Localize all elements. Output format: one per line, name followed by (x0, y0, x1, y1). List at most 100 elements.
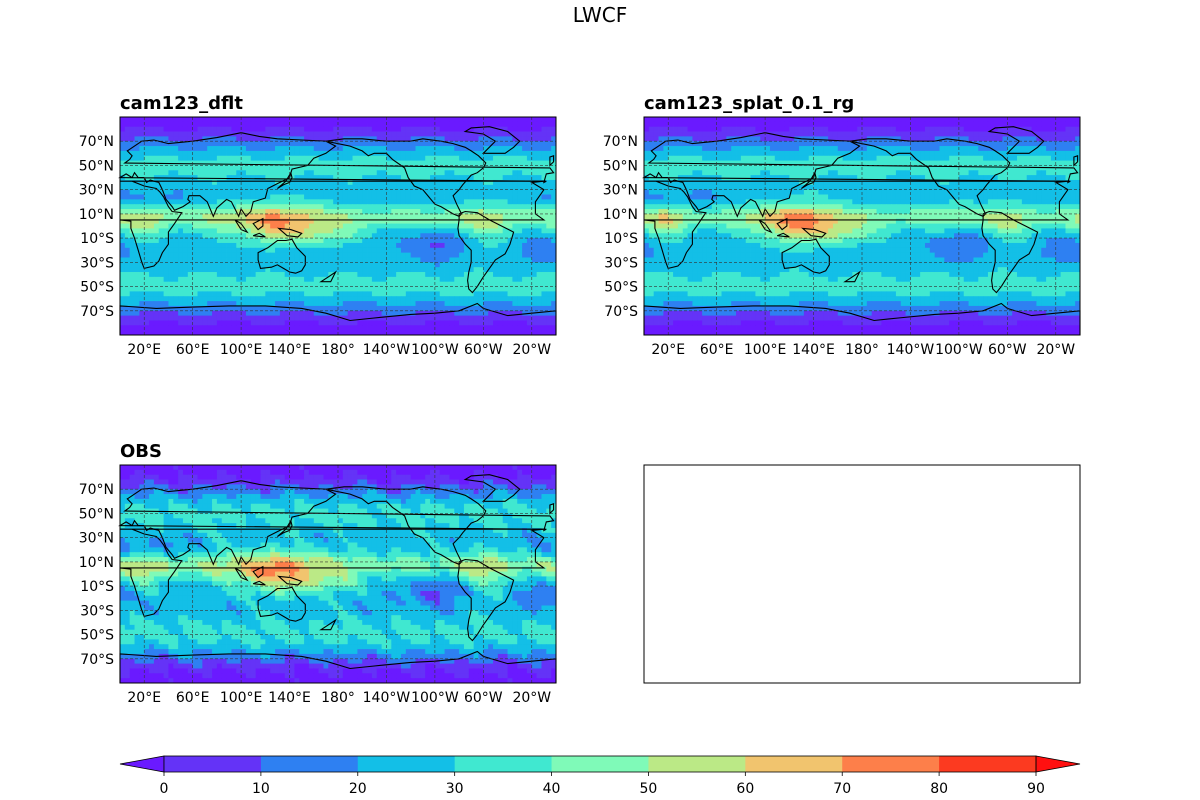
contour-cell (342, 247, 349, 254)
contour-cell (415, 165, 421, 171)
contour-cell (449, 155, 455, 161)
contour-cell (502, 281, 508, 287)
contour-cell (367, 257, 373, 263)
contour-cell (740, 131, 747, 137)
contour-cell (536, 296, 542, 302)
contour-cell (459, 315, 465, 321)
contour-cell (255, 310, 261, 317)
contour-cell (1050, 155, 1057, 161)
contour-cell (173, 141, 179, 147)
contour-cell (920, 131, 926, 137)
contour-cell (449, 233, 455, 239)
contour-cell (333, 194, 339, 200)
contour-cell (531, 184, 538, 191)
contour-cell (551, 199, 557, 205)
contour-cell (207, 242, 213, 249)
contour-cell (400, 276, 407, 283)
contour-cell (139, 170, 145, 176)
contour-cell (260, 175, 266, 181)
contour-cell (536, 242, 542, 249)
contour-cell (299, 272, 305, 278)
contour-cell (173, 199, 179, 205)
contour-cell (541, 223, 547, 229)
contour-cell (202, 141, 208, 147)
contour-cell (212, 247, 218, 254)
contour-cell (997, 160, 1003, 166)
contour-cell (405, 267, 412, 273)
contour-cell (120, 301, 126, 307)
contour-cell (648, 126, 655, 132)
contour-cell (536, 160, 542, 166)
contour-cell (891, 117, 897, 123)
contour-cell (192, 194, 198, 200)
contour-cell (517, 213, 523, 220)
contour-cell (323, 272, 329, 278)
contour-cell (333, 213, 339, 220)
contour-cell (313, 310, 320, 317)
contour-cell (905, 131, 911, 137)
contour-cell (207, 228, 213, 234)
contour-cell (371, 296, 378, 302)
contour-cell (410, 272, 416, 278)
contour-cell (434, 257, 441, 263)
contour-cell (430, 141, 436, 147)
contour-cell (255, 189, 261, 195)
contour-cell (192, 286, 198, 292)
contour-cell (702, 155, 708, 161)
contour-cell (245, 267, 252, 273)
contour-cell (342, 117, 349, 123)
contour-cell (173, 330, 179, 336)
contour-cell (260, 257, 266, 263)
contour-cell (333, 146, 339, 152)
contour-cell (381, 146, 387, 152)
contour-cell (871, 160, 877, 166)
contour-cell (178, 204, 184, 210)
contour-cell (454, 272, 460, 278)
contour-cell (430, 272, 436, 278)
contour-cell (216, 320, 223, 326)
contour-cell (531, 262, 538, 268)
contour-cell (881, 131, 887, 137)
contour-cell (522, 121, 528, 128)
contour-cell (197, 325, 203, 331)
contour-cell (231, 223, 237, 229)
contour-cell (541, 296, 547, 302)
contour-cell (270, 291, 276, 297)
contour-cell (182, 150, 189, 157)
contour-cell (313, 223, 320, 229)
contour-cell (531, 213, 538, 220)
contour-cell (832, 136, 839, 142)
contour-cell (386, 218, 392, 224)
contour-cell (512, 267, 518, 273)
contour-cell (493, 238, 499, 244)
contour-cell (333, 150, 339, 157)
contour-cell (197, 131, 203, 137)
contour-cell (255, 325, 261, 331)
contour-cell (396, 281, 402, 287)
contour-cell (400, 189, 407, 195)
contour-cell (736, 131, 742, 137)
contour-cell (139, 223, 145, 229)
contour-cell (473, 117, 479, 123)
contour-cell (497, 291, 504, 297)
contour-cell (400, 305, 407, 312)
contour-cell (313, 199, 320, 205)
contour-cell (546, 189, 552, 195)
contour-cell (308, 272, 315, 278)
contour-cell (987, 126, 994, 132)
contour-cell (439, 141, 445, 147)
contour-cell (197, 315, 203, 321)
contour-cell (478, 209, 484, 215)
contour-cell (270, 238, 276, 244)
contour-cell (522, 233, 528, 239)
contour-cell (328, 126, 334, 132)
contour-cell (430, 175, 436, 181)
contour-cell (541, 150, 547, 157)
contour-cell (270, 199, 276, 205)
contour-cell (531, 247, 538, 254)
contour-cell (721, 136, 727, 142)
contour-cell (968, 155, 974, 161)
contour-cell (338, 199, 344, 205)
contour-cell (289, 146, 295, 152)
contour-cell (124, 155, 131, 161)
